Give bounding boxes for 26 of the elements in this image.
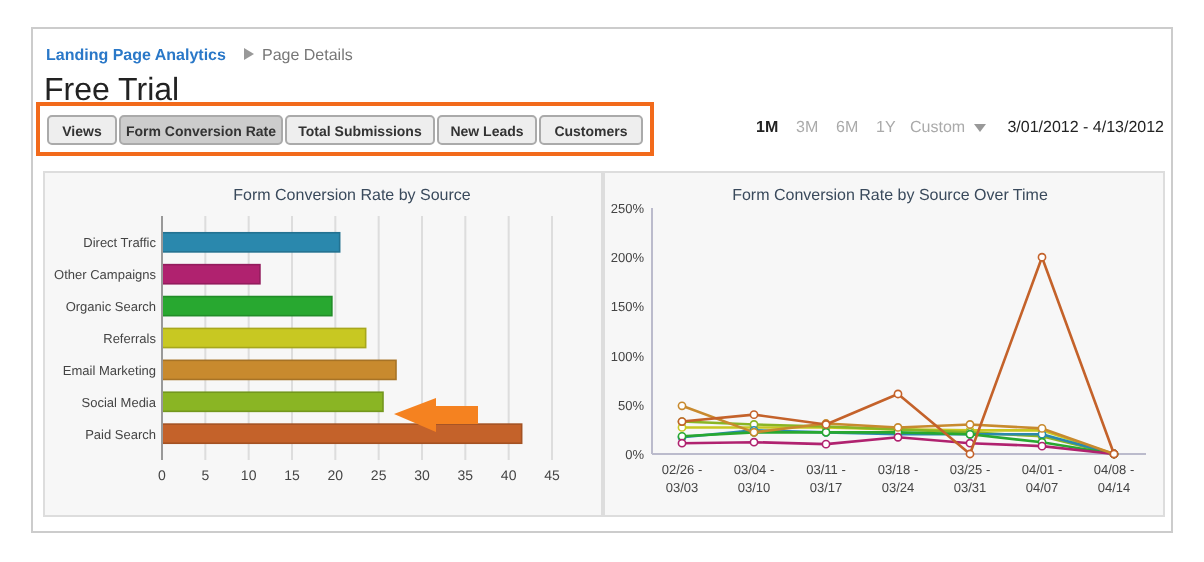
point xyxy=(965,420,975,429)
text: 1Y xyxy=(876,118,897,136)
point xyxy=(749,437,759,447)
bar xyxy=(161,295,333,317)
chart-title: Form Conversion Rate by Source xyxy=(233,186,472,204)
bar xyxy=(161,391,384,413)
text: 6M xyxy=(836,118,859,136)
text: 1M xyxy=(756,118,779,136)
text: Landing Page Analytics xyxy=(46,46,227,64)
point xyxy=(821,439,831,449)
chart-title: Form Conversion Rate by Source Over Time xyxy=(732,186,1049,204)
point xyxy=(677,401,687,411)
bar xyxy=(161,327,367,349)
text: Custom xyxy=(910,118,966,136)
point xyxy=(749,410,759,420)
text: 3/01/2012 - 4/13/2012 xyxy=(1007,118,1166,136)
text: 3M xyxy=(796,118,819,136)
point xyxy=(1037,252,1047,262)
bar xyxy=(161,231,341,253)
point xyxy=(965,449,975,459)
text: Free Trial xyxy=(44,74,180,108)
text: Page Details xyxy=(262,46,353,64)
bar xyxy=(161,423,523,445)
bar xyxy=(161,263,261,285)
bar xyxy=(161,359,397,381)
point xyxy=(893,389,903,399)
